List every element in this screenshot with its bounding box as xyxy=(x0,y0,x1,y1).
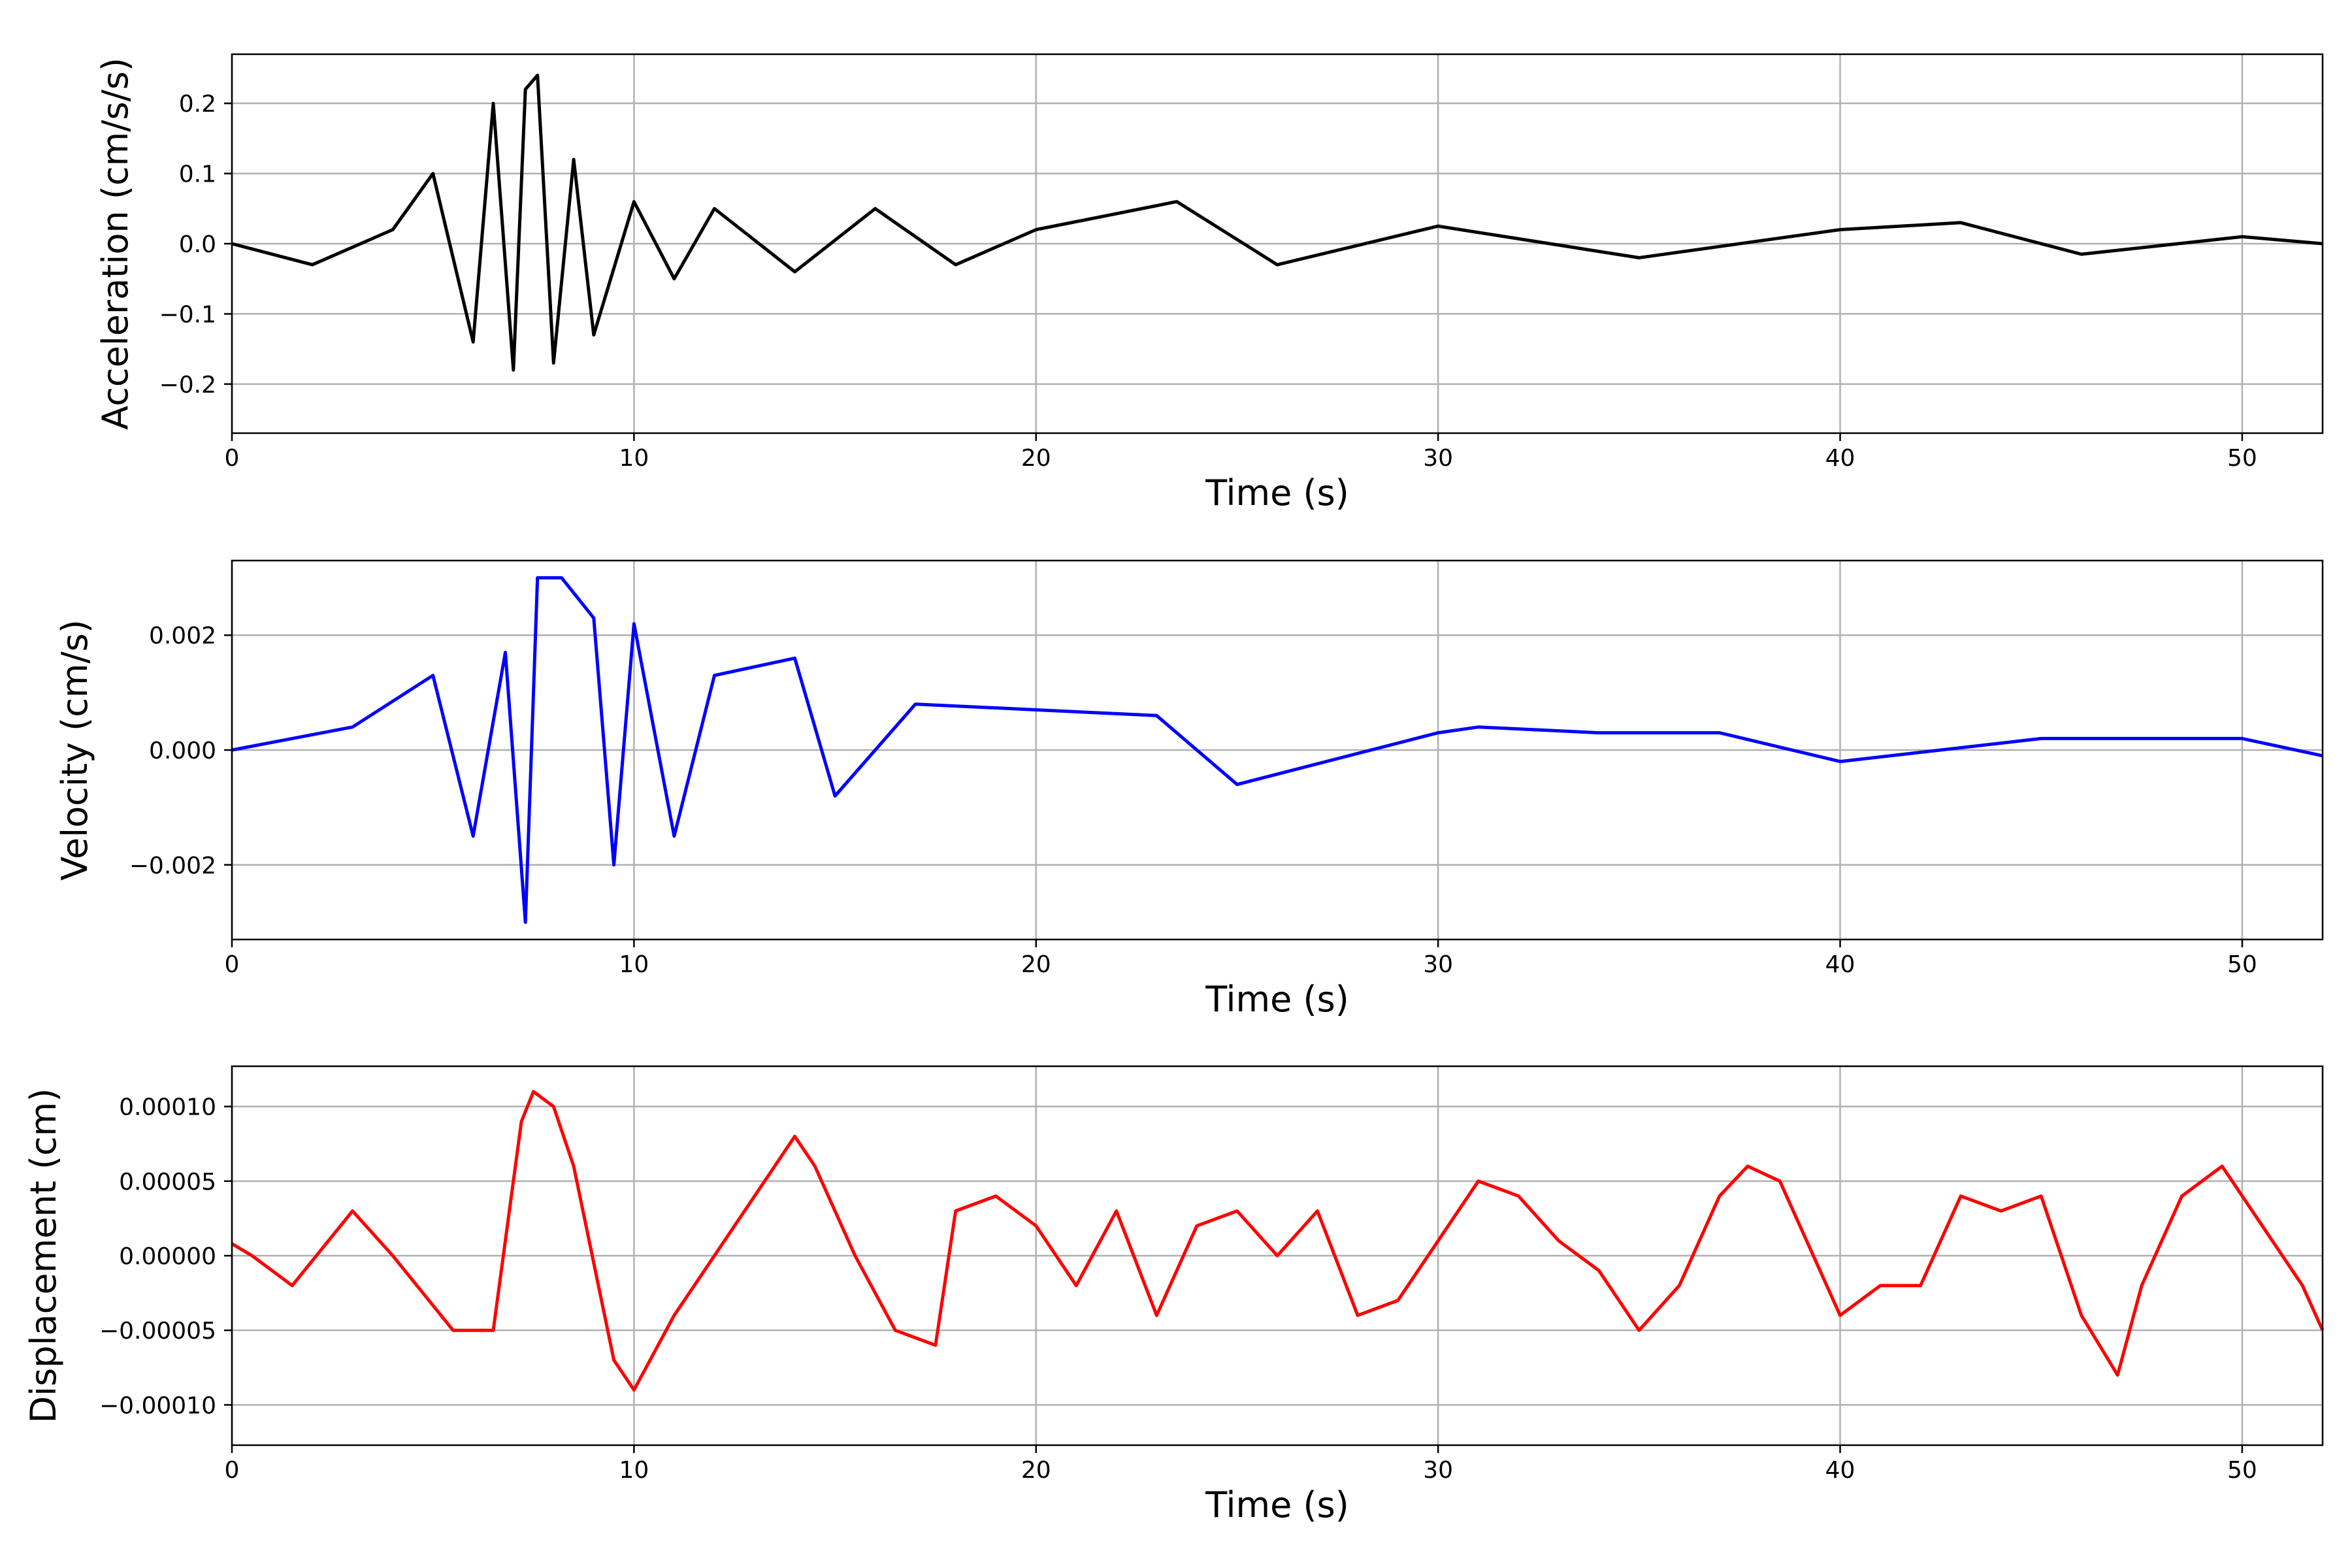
displacement-y-tick-label: 0.00005 xyxy=(119,1169,216,1196)
acceleration-y-tick-label: 0.2 xyxy=(179,91,216,118)
acceleration-y-tick-label: 0.1 xyxy=(179,161,216,188)
acceleration-x-tick-label: 30 xyxy=(1423,445,1453,472)
acceleration-x-ticks: 0 10 20 30 40 50 xyxy=(225,433,2257,472)
displacement-x-tick-label: 50 xyxy=(2227,1457,2257,1484)
displacement-y-tick-label: −0.00010 xyxy=(99,1392,216,1419)
velocity-series xyxy=(231,576,2323,924)
displacement-x-ticks: 0 10 20 30 40 50 xyxy=(225,1445,2257,1484)
velocity-y-tick-label: −0.002 xyxy=(129,853,216,879)
displacement-y-tick-label: 0.00000 xyxy=(119,1243,216,1270)
velocity-grid xyxy=(231,561,2323,939)
acceleration-panel: 0 10 20 30 40 50 −0.2 −0.1 0.0 0.1 0.2 Time (s) A… xyxy=(95,53,2324,514)
displacement-x-tick-label: 20 xyxy=(1021,1457,1051,1484)
velocity-y-axis-label: Velocity (cm/s) xyxy=(54,619,95,881)
acceleration-y-ticks: −0.2 −0.1 0.0 0.1 0.2 xyxy=(159,91,232,399)
acceleration-x-tick-label: 50 xyxy=(2227,445,2257,472)
velocity-x-tick-label: 40 xyxy=(1825,951,1855,978)
acceleration-x-tick-label: 40 xyxy=(1825,445,1855,472)
displacement-x-axis-label: Time (s) xyxy=(1205,1484,1349,1526)
displacement-y-tick-label: 0.00010 xyxy=(119,1094,216,1121)
velocity-y-tick-label: 0.002 xyxy=(149,623,216,649)
velocity-x-tick-label: 50 xyxy=(2227,951,2257,978)
velocity-y-tick-label: 0.000 xyxy=(149,738,216,764)
acceleration-series xyxy=(231,73,2323,372)
acceleration-y-tick-label: 0.0 xyxy=(179,231,216,258)
acceleration-x-axis-label: Time (s) xyxy=(1205,472,1349,514)
acceleration-y-tick-label: −0.2 xyxy=(159,372,216,399)
acceleration-x-tick-label: 20 xyxy=(1021,445,1051,472)
displacement-x-tick-label: 0 xyxy=(225,1457,240,1484)
velocity-x-tick-label: 0 xyxy=(225,951,240,978)
velocity-panel: 0 10 20 30 40 50 −0.002 0.000 0.002 Time (s) Ve… xyxy=(54,559,2324,1020)
velocity-x-tick-label: 10 xyxy=(619,951,649,978)
displacement-y-axis-label: Displacement (cm) xyxy=(23,1088,64,1424)
velocity-x-ticks: 0 10 20 30 40 50 xyxy=(225,939,2257,978)
displacement-panel: 0 10 20 30 40 50 −0.00010 −0.00005 0.00000 0.000… xyxy=(23,1065,2325,1526)
acceleration-y-axis-label: Acceleration (cm/s/s) xyxy=(95,57,136,430)
displacement-x-tick-label: 40 xyxy=(1825,1457,1855,1484)
displacement-series xyxy=(231,1090,2325,1392)
acceleration-y-tick-label: −0.1 xyxy=(159,301,216,328)
velocity-x-tick-label: 30 xyxy=(1423,951,1453,978)
acceleration-series-line xyxy=(231,73,2323,372)
displacement-x-tick-label: 10 xyxy=(619,1457,649,1484)
velocity-x-axis-label: Time (s) xyxy=(1205,979,1349,1020)
velocity-x-tick-label: 20 xyxy=(1021,951,1051,978)
displacement-y-ticks: −0.00010 −0.00005 0.00000 0.00005 0.00010 xyxy=(99,1094,232,1419)
displacement-series-line xyxy=(231,1090,2325,1392)
acceleration-x-tick-label: 0 xyxy=(225,445,240,472)
displacement-x-tick-label: 30 xyxy=(1423,1457,1453,1484)
acceleration-x-tick-label: 10 xyxy=(619,445,649,472)
velocity-series-line xyxy=(231,576,2323,924)
acceleration-grid xyxy=(231,54,2323,433)
velocity-y-ticks: −0.002 0.000 0.002 xyxy=(129,623,232,879)
displacement-y-tick-label: −0.00005 xyxy=(99,1318,216,1345)
